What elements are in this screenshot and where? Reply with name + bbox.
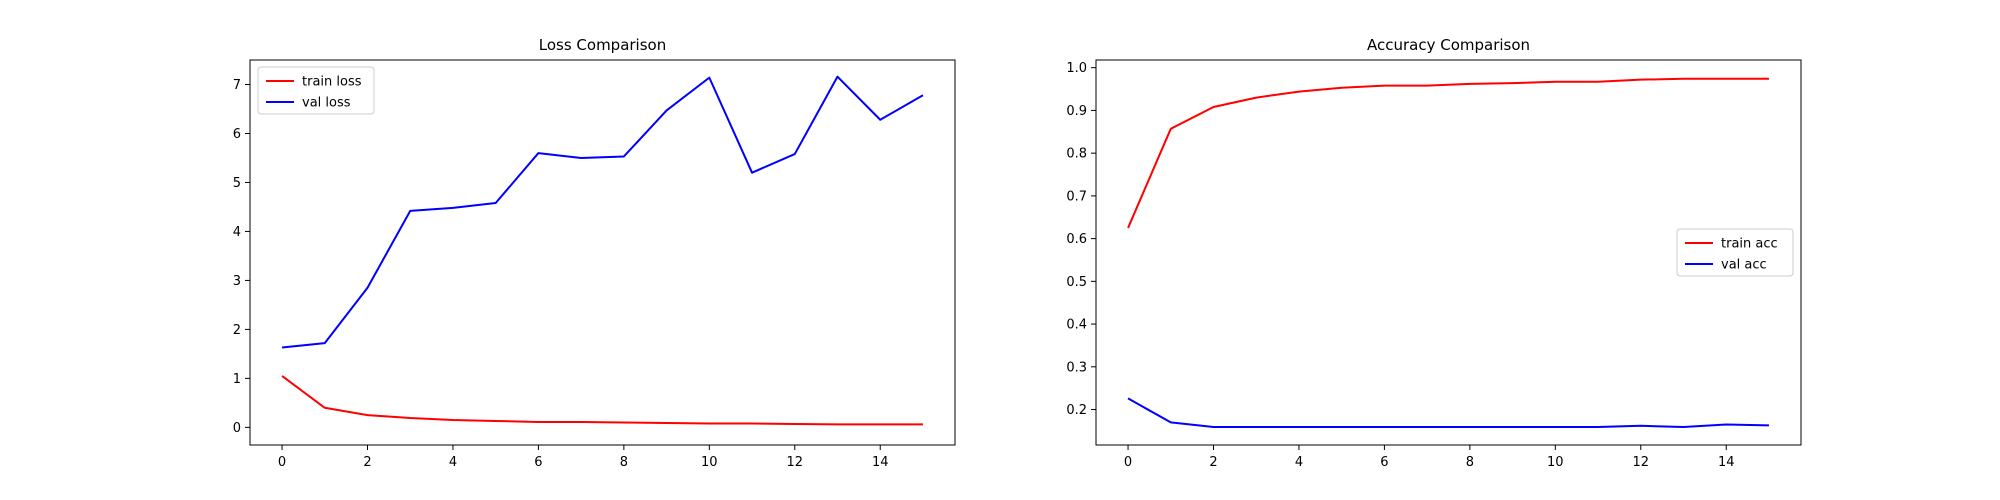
y-tick-label: 1: [233, 372, 241, 387]
x-tick-label: 14: [1718, 455, 1735, 470]
y-tick-label: 0.2: [1066, 403, 1087, 418]
y-tick-label: 0.4: [1066, 318, 1087, 333]
x-tick-label: 10: [701, 455, 718, 470]
y-tick-label: 3: [233, 274, 241, 289]
y-tick-label: 0: [233, 421, 241, 436]
series-line-val-loss: [281, 75, 924, 349]
y-tick-label: 0.3: [1066, 360, 1087, 375]
chart-title: Accuracy Comparison: [1367, 36, 1530, 54]
y-tick-label: 7: [233, 78, 241, 93]
series-line-train-acc: [1127, 77, 1769, 229]
x-tick-label: 4: [449, 455, 457, 470]
x-tick-label: 8: [620, 455, 628, 470]
y-tick-label: 0.7: [1066, 189, 1087, 204]
plot-area: 0 2 4 6 8 10 12 14 0.2 0.3 0.4 0.5 0.6 0.7 0.8 0.9 1.0: [1066, 59, 1802, 470]
x-tick-label: 12: [786, 455, 803, 470]
x-tick-label: 4: [1295, 455, 1303, 470]
x-tick-label: 0: [1124, 455, 1132, 470]
legend-label: train acc: [1721, 237, 1778, 252]
y-tick-label: 0.9: [1066, 104, 1087, 119]
legend-label: val loss: [302, 96, 351, 111]
y-tick-label: 4: [233, 225, 241, 240]
x-tick-label: 0: [278, 455, 286, 470]
x-tick-label: 8: [1466, 455, 1474, 470]
legend-label: val acc: [1721, 258, 1767, 273]
x-tick-label: 6: [534, 455, 542, 470]
legend: train acc val acc: [1676, 228, 1794, 277]
x-tick-label: 2: [363, 455, 371, 470]
axes-frame: [1095, 59, 1802, 446]
y-tick-label: 0.8: [1066, 147, 1087, 162]
axes-frame: [249, 59, 956, 446]
chart-title: Loss Comparison: [539, 36, 666, 54]
y-tick-label: 0.6: [1066, 232, 1087, 247]
y-tick-label: 6: [233, 127, 241, 142]
x-tick-label: 10: [1547, 455, 1564, 470]
x-tick-label: 14: [872, 455, 889, 470]
x-tick-label: 2: [1209, 455, 1217, 470]
y-tick-label: 2: [233, 323, 241, 338]
x-tick-label: 12: [1632, 455, 1649, 470]
series-line-train-loss: [281, 375, 923, 426]
accuracy-comparison-chart: Accuracy Comparison 0 2 4 6 8 10 12 14 0.2 0.3 0.4…: [1066, 36, 1802, 470]
y-tick-label: 1.0: [1066, 61, 1087, 76]
x-tick-label: 6: [1380, 455, 1388, 470]
y-tick-label: 5: [233, 176, 241, 191]
legend: train loss val loss: [257, 66, 375, 115]
series-line-val-acc: [1127, 397, 1769, 429]
legend-label: train loss: [302, 75, 362, 90]
y-tick-label: 0.5: [1066, 275, 1087, 290]
